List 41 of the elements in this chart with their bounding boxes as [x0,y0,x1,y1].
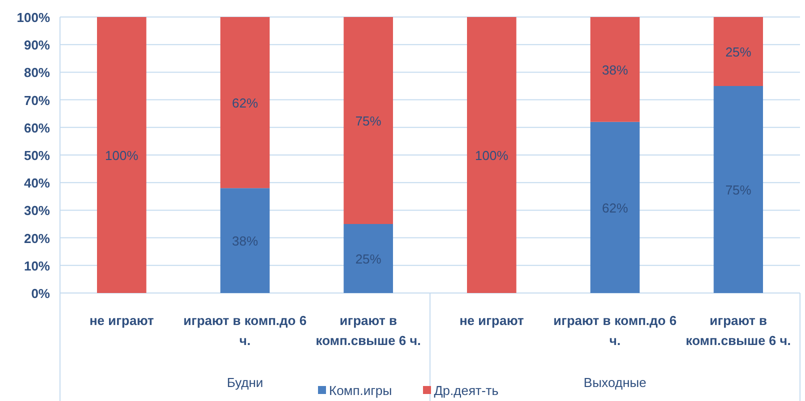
x-tick-label: играют в комп.до 6 ч. [553,313,677,348]
y-tick-label: 100% [16,10,50,25]
legend-label: Др.деят-ть [434,383,499,398]
y-tick-label: 90% [24,38,50,53]
y-tick-label: 20% [24,230,50,246]
bar [467,17,516,293]
bar [97,17,146,293]
data-label: 100% [475,148,509,163]
x-tick-label: играют в комп.до 6 ч. [183,313,307,348]
data-label: 25% [355,252,382,266]
legend-label: Комп.игры [329,383,392,398]
bar [220,188,270,293]
y-tick-label: 30% [24,203,50,218]
bar [714,86,763,293]
y-tick-label: 60% [24,120,50,136]
y-tick-label: 80% [24,65,50,80]
bar [714,17,763,86]
text: Будни [226,375,264,390]
text: Выходные [584,375,646,390]
data-label: 38% [602,62,628,78]
data-label: 62% [602,200,628,216]
data-label: 75% [725,182,752,198]
bar [344,224,393,293]
bar [220,17,270,188]
y-tick-label: 70% [24,92,50,108]
data-label: 100% [105,148,139,163]
data-label: 75% [355,114,382,128]
bar [590,122,640,293]
bar [590,17,640,122]
x-tick-label: не играют [89,313,154,328]
x-tick-label: играют в комп.свыше 6 ч. [686,313,791,348]
bar [344,17,393,224]
data-label: 62% [232,96,258,111]
y-tick-label: 0% [31,286,50,301]
y-tick-label: 40% [24,176,50,191]
data-label: 38% [232,234,258,249]
x-tick-label: играют в комп.свыше 6 ч. [316,313,421,348]
y-tick-label: 10% [24,258,50,274]
x-tick-label: не играют [459,313,524,328]
y-tick-label: 50% [24,148,50,163]
data-label: 25% [725,44,752,60]
